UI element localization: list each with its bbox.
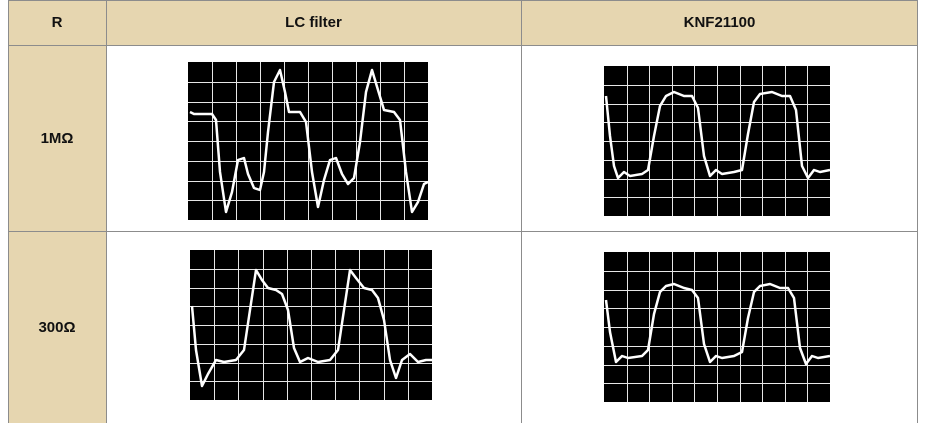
scope-lc-1m-image [188, 62, 428, 220]
row-label-cell-2: 300Ω [8, 231, 106, 423]
scope-knf-1m-image [604, 66, 830, 216]
table-border-col2 [521, 0, 522, 423]
table-border-row [8, 231, 918, 232]
header-cell-lc-filter: LC filter [106, 0, 521, 45]
scope-knf-300-image [604, 252, 830, 402]
comparison-table: R LC filter KNF21100 1MΩ 300Ω [8, 0, 918, 423]
table-border-top [8, 0, 918, 1]
table-border-col1 [106, 0, 107, 423]
header-r-label: R [51, 14, 63, 31]
scope-knf-1m [604, 66, 830, 216]
scope-lc-300-image [190, 250, 432, 400]
row-label-1m-ohm: 1MΩ [40, 129, 74, 147]
header-knf21100-label: KNF21100 [683, 14, 756, 31]
header-cell-r: R [8, 0, 106, 45]
table-border-header [8, 45, 918, 46]
row-label-300-ohm: 300Ω [38, 318, 76, 336]
scope-lc-300 [190, 250, 432, 400]
row-label-cell-1: 1MΩ [8, 45, 106, 231]
table-border-right [917, 0, 918, 423]
header-cell-knf21100: KNF21100 [521, 0, 918, 45]
scope-knf-300 [604, 252, 830, 402]
table-border-left [8, 0, 9, 423]
header-lc-filter-label: LC filter [285, 14, 342, 31]
scope-lc-1m [188, 62, 428, 220]
